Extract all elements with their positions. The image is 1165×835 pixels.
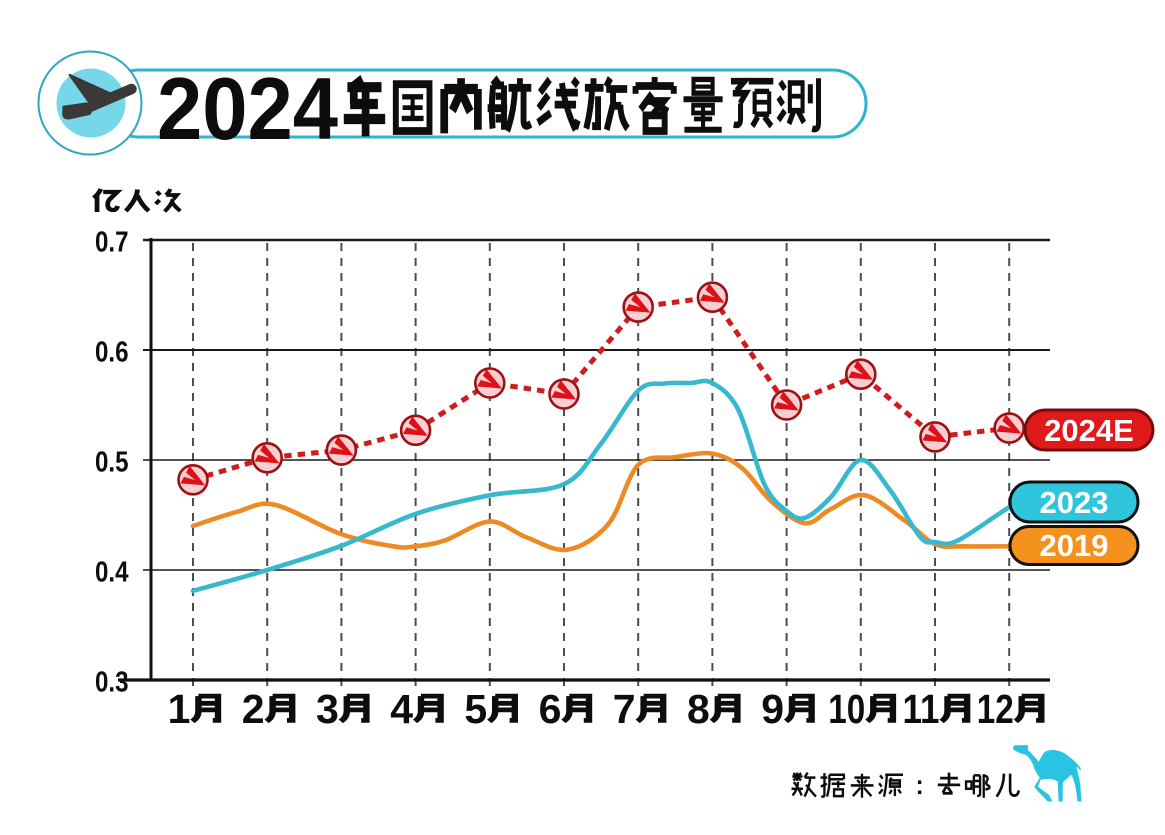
- svg-text:11: 11: [903, 686, 940, 732]
- svg-text:0.4: 0.4: [95, 557, 129, 589]
- svg-text:3: 3: [316, 686, 339, 732]
- svg-text:2019: 2019: [1040, 528, 1109, 563]
- svg-text:0.6: 0.6: [95, 337, 129, 369]
- svg-text:2: 2: [242, 686, 265, 732]
- svg-text:2023: 2023: [1040, 485, 1109, 520]
- svg-text:10: 10: [828, 686, 865, 732]
- svg-text:0.3: 0.3: [95, 667, 129, 699]
- svg-text:2024: 2024: [157, 59, 338, 158]
- svg-text:8: 8: [687, 686, 710, 732]
- svg-text:1: 1: [168, 686, 191, 732]
- svg-text:0.7: 0.7: [95, 227, 129, 259]
- svg-text:2024E: 2024E: [1044, 413, 1134, 448]
- svg-text:0.5: 0.5: [95, 447, 129, 479]
- svg-text:7: 7: [613, 686, 636, 732]
- svg-text:5: 5: [464, 686, 487, 732]
- svg-text:6: 6: [539, 686, 562, 732]
- svg-text:12: 12: [977, 686, 1014, 732]
- svg-text:9: 9: [761, 686, 784, 732]
- svg-text:4: 4: [390, 686, 413, 732]
